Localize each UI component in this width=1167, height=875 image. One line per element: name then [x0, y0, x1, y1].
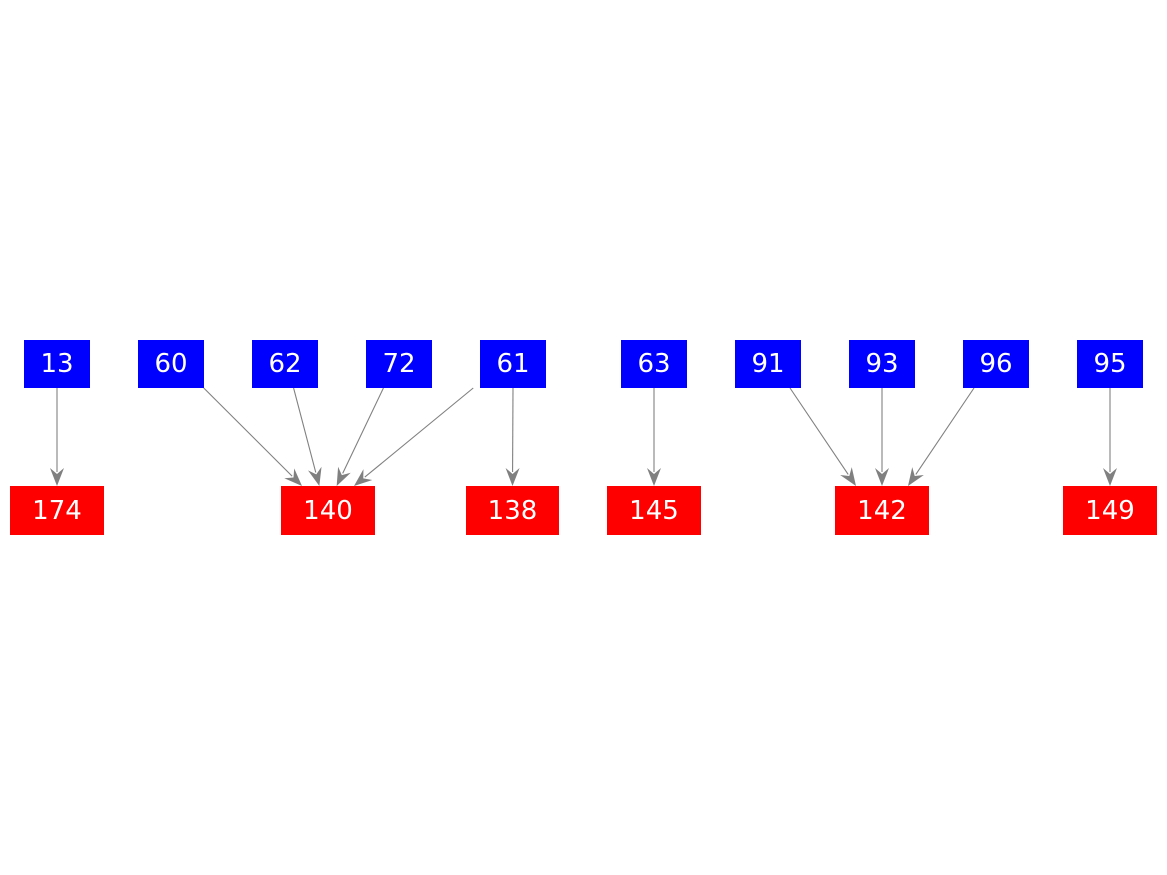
arrowhead-icon	[336, 466, 351, 486]
node-label: 63	[637, 349, 671, 379]
node-91: 91	[735, 340, 801, 388]
node-140: 140	[281, 486, 375, 535]
node-label: 96	[979, 349, 1013, 379]
node-label: 149	[1085, 495, 1135, 526]
node-label: 93	[865, 349, 899, 379]
node-label: 61	[496, 349, 530, 379]
edge-93-142	[875, 388, 889, 486]
node-label: 142	[857, 495, 907, 526]
node-63: 63	[621, 340, 687, 388]
node-label: 72	[382, 349, 416, 379]
node-95: 95	[1077, 340, 1143, 388]
node-label: 140	[303, 495, 353, 526]
node-61: 61	[480, 340, 546, 388]
node-13: 13	[24, 340, 90, 388]
arrowhead-icon	[875, 468, 889, 486]
arrowhead-icon	[284, 468, 302, 486]
node-label: 174	[32, 495, 82, 526]
edge-72-140	[336, 387, 384, 486]
arrowhead-icon	[505, 467, 520, 486]
edge-13-174	[50, 388, 64, 486]
arrowhead-icon	[1103, 468, 1117, 486]
arrowhead-icon	[307, 466, 322, 486]
node-label: 95	[1093, 349, 1127, 379]
node-label: 138	[487, 495, 538, 526]
arrowhead-icon	[50, 468, 64, 486]
node-138: 138	[466, 486, 559, 535]
edge-60-140	[203, 387, 302, 486]
arrowhead-icon	[354, 469, 373, 486]
node-label: 145	[629, 495, 679, 526]
node-93: 93	[849, 340, 915, 388]
node-60: 60	[138, 340, 204, 388]
node-label: 60	[154, 349, 188, 379]
edge-62-140	[293, 387, 322, 486]
node-149: 149	[1063, 486, 1157, 535]
node-174: 174	[10, 486, 104, 535]
node-142: 142	[835, 486, 929, 535]
arrowhead-icon	[647, 468, 661, 486]
edge-61-140	[354, 387, 474, 486]
arrowhead-icon	[908, 467, 924, 486]
node-label: 62	[268, 349, 302, 379]
edge-61-138	[505, 387, 520, 486]
node-label: 91	[751, 349, 785, 379]
node-145: 145	[607, 486, 701, 535]
node-96: 96	[963, 340, 1029, 388]
node-72: 72	[366, 340, 432, 388]
node-62: 62	[252, 340, 318, 388]
edge-63-145	[647, 388, 661, 486]
edge-95-149	[1103, 388, 1117, 486]
edge-96-142	[908, 387, 975, 486]
node-label: 13	[40, 349, 74, 379]
arrowhead-icon	[840, 467, 856, 486]
edge-91-142	[789, 387, 856, 486]
